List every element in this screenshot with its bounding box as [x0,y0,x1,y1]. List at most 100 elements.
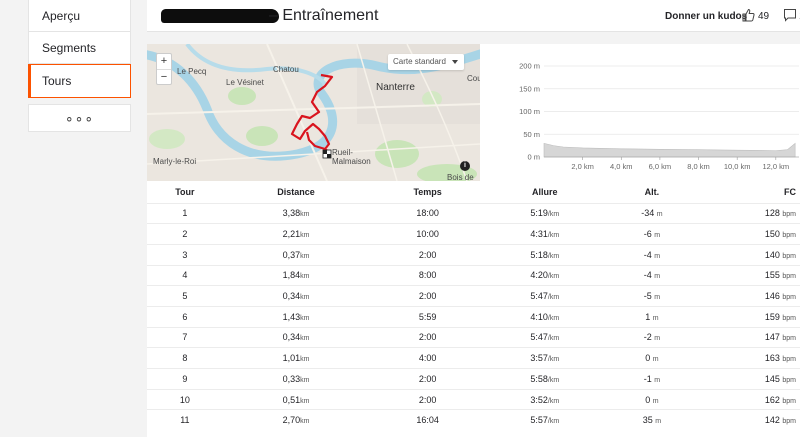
comment-icon[interactable] [783,8,797,22]
lap-pace-unit: /km [547,252,560,260]
lap-pace-unit: /km [547,273,560,281]
table-row[interactable]: 5 0,34km 2:00 5:47/km -5 m 146 bpm [147,285,800,307]
lap-pace-unit: /km [547,356,560,364]
lap-pace-unit: /km [547,418,560,426]
lap-number: 6 [147,305,223,328]
table-row[interactable]: 6 1,43km 5:59 4:10/km 1 m 159 bpm [147,305,800,328]
lap-distance: 0,34km [222,326,370,348]
zoom-in-button[interactable]: + [160,55,168,67]
lap-pace-value: 3:52 [530,394,548,405]
lap-heart-rate-value: 142 [764,415,780,426]
lap-time-value: 10:00 [416,229,439,240]
y-tick-label: 0 m [527,153,540,162]
lap-number: 4 [147,264,223,286]
map-label: Bois de B [447,173,474,181]
map-layer-select[interactable]: Carte standard [388,54,464,70]
lap-heart-rate-unit: bpm [782,232,796,240]
y-tick-label: 50 m [523,130,540,139]
map-label: Chatou [273,65,299,74]
lap-time-value: 2:00 [418,394,437,405]
lap-distance-value: 3,38 [282,208,301,219]
lap-elevation: 0 m [603,388,701,410]
sidebar-item-apercu[interactable]: Aperçu [28,0,131,32]
sidebar-item-tours[interactable]: Tours [28,64,131,98]
sidebar-more-button[interactable]: ∘∘∘ [28,104,131,132]
lap-time-value: 2:00 [418,373,437,384]
lap-heart-rate-unit: bpm [782,376,796,384]
lap-elevation: 1 m [603,305,701,328]
lap-number-value: 1 [182,208,188,219]
table-row[interactable]: 4 1,84km 8:00 4:20/km -4 m 155 bpm [147,264,800,286]
lap-distance: 3,38km [222,202,370,224]
lap-number: 1 [147,202,223,224]
lap-heart-rate-value: 159 [764,311,780,322]
lap-distance-unit: km [300,211,310,219]
map-label: Le Pecq [177,67,207,76]
col-header-distance[interactable]: Distance [277,186,315,197]
lap-elevation-value: -1 [643,373,652,384]
lap-distance-value: 0,34 [282,332,301,343]
col-header-tour[interactable]: Tour [175,186,195,197]
lap-pace: 5:47/km [485,285,604,307]
col-header-time[interactable]: Temps [413,186,442,197]
lap-number: 3 [147,243,223,266]
kudos-count[interactable]: 49 [758,11,770,22]
zoom-out-button[interactable]: − [160,71,168,83]
lap-distance: 1,43km [222,305,370,328]
col-header-alt[interactable]: Alt. [644,186,660,197]
lap-distance: 2,70km [222,409,370,431]
lap-pace-unit: /km [547,335,560,343]
table-row[interactable]: 10 0,51km 2:00 3:52/km 0 m 162 bpm [147,388,800,410]
lap-heart-rate-unit: bpm [782,418,796,426]
lap-elevation-unit: m [654,294,661,302]
table-row[interactable]: 11 2,70km 16:04 5:57/km 35 m 142 bpm [147,409,800,431]
route-map[interactable]: + − Carte standard Le Pecq Chatou Le Vés… [147,44,480,181]
map-label: Nanterre [376,82,415,93]
info-icon[interactable]: i [460,161,470,171]
laps-table: Tour Distance Temps Allure Alt. FC 1 3,38… [147,181,800,431]
lap-heart-rate-unit: bpm [782,397,796,405]
sidebar-item-segments[interactable]: Segments [28,32,131,64]
lap-elevation-unit: m [654,335,661,343]
lap-distance-unit: km [300,335,310,343]
table-row[interactable]: 2 2,21km 10:00 4:31/km -6 m 150 bpm [147,223,800,245]
lap-distance: 0,33km [222,368,370,390]
lap-elevation: -4 m [603,243,701,266]
lap-distance-value: 0,51 [282,394,301,405]
lap-heart-rate-unit: bpm [782,273,796,281]
table-row[interactable]: 1 3,38km 18:00 5:19/km -34 m 128 bpm [147,202,800,224]
thumbs-up-icon[interactable] [741,8,755,22]
map-label: Le Vésinet [226,78,264,87]
lap-heart-rate: 128 bpm [700,202,800,224]
lap-elevation-unit: m [652,314,659,322]
lap-pace-value: 4:20 [530,270,548,281]
lap-pace: 5:47/km [485,326,604,348]
give-kudos-button[interactable]: Donner un kudos [665,11,748,22]
lap-distance-value: 0,33 [282,373,301,384]
lap-heart-rate: 147 bpm [700,326,800,348]
lap-distance-unit: km [300,232,310,240]
lap-heart-rate-value: 146 [764,291,780,302]
table-row[interactable]: 8 1,01km 4:00 3:57/km 0 m 163 bpm [147,347,800,369]
lap-distance-unit: km [300,397,310,405]
col-header-hr[interactable]: FC [784,186,796,197]
lap-time: 2:00 [369,388,486,410]
lap-distance-unit: km [300,356,310,364]
lap-pace-value: 5:47 [530,291,548,302]
lap-heart-rate: 155 bpm [700,264,800,286]
lap-time-value: 16:04 [416,415,439,426]
lap-distance-value: 1,84 [282,270,301,281]
lap-time-value: 18:00 [416,208,439,219]
lap-heart-rate: 142 bpm [700,409,800,431]
lap-heart-rate-value: 155 [764,270,780,281]
lap-number-value: 10 [179,394,190,405]
table-row[interactable]: 3 0,37km 2:00 5:18/km -4 m 140 bpm [147,243,800,266]
lap-time: 18:00 [369,202,486,224]
table-row[interactable]: 9 0,33km 2:00 5:58/km -1 m 145 bpm [147,368,800,390]
lap-elevation-value: 0 [645,394,651,405]
lap-number: 2 [147,223,223,245]
lap-pace-unit: /km [547,232,560,240]
table-row[interactable]: 7 0,34km 2:00 5:47/km -2 m 147 bpm [147,326,800,348]
lap-distance: 1,84km [222,264,370,286]
col-header-pace[interactable]: Allure [531,186,558,197]
